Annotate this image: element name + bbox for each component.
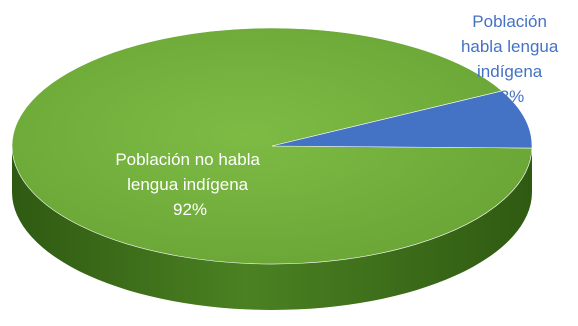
slice-label-habla-line1: Población	[472, 12, 547, 31]
slice-label-habla: Población habla lengua indígena 8%	[461, 12, 563, 106]
pie-top-layer	[11, 27, 533, 265]
slice-label-no-habla-value: 92%	[173, 200, 207, 219]
pie-side-layer	[12, 146, 532, 310]
slice-label-no-habla-line1: Población no habla	[115, 150, 260, 169]
slice-label-habla-line2: habla lengua	[461, 37, 559, 56]
pie-slice-no-habla	[11, 27, 533, 265]
slice-label-no-habla-line2: lengua indígena	[127, 175, 249, 194]
slice-label-habla-value: 8%	[500, 87, 525, 106]
slice-label-no-habla: Población no habla lengua indígena 92%	[115, 150, 264, 219]
slice-label-habla-line3: indígena	[477, 62, 543, 81]
pie-slice-habla	[271, 90, 533, 149]
pie-side-wall	[12, 146, 532, 310]
